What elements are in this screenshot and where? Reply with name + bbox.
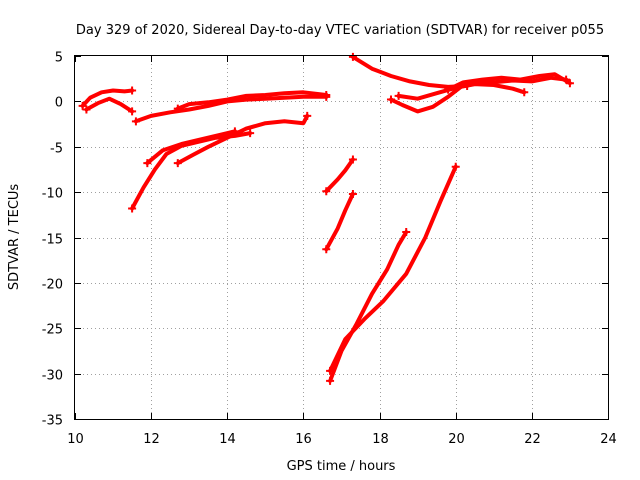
endpoint-marker xyxy=(143,159,152,168)
x-tick-label: 24 xyxy=(600,432,617,447)
endpoint-marker xyxy=(128,107,137,116)
y-tick-label: -10 xyxy=(42,187,63,202)
series-arc-4 xyxy=(175,90,329,111)
x-tick-label: 14 xyxy=(219,432,236,447)
endpoint-marker xyxy=(303,111,312,120)
series-arc-12 xyxy=(350,54,470,89)
x-axis-label: GPS time / hours xyxy=(287,459,396,474)
series-arc-9 xyxy=(324,191,355,252)
series-arc-15 xyxy=(446,72,572,92)
endpoint-marker xyxy=(394,91,403,100)
endpoint-marker xyxy=(131,117,140,126)
plot-frame xyxy=(74,55,609,420)
endpoint-marker xyxy=(246,129,255,138)
y-axis-label: SDTVAR / TECUs xyxy=(7,184,22,291)
series-arc-2 xyxy=(84,96,135,114)
series-arc-7 xyxy=(175,113,310,166)
y-tick-label: -20 xyxy=(42,278,63,293)
endpoint-marker xyxy=(128,204,137,213)
data-series xyxy=(78,52,574,385)
endpoint-marker xyxy=(444,85,453,94)
endpoint-marker xyxy=(348,189,357,198)
endpoint-marker xyxy=(348,155,357,164)
y-tick-label: -30 xyxy=(42,369,63,384)
series-arc-14 xyxy=(396,82,527,101)
endpoint-marker xyxy=(451,162,460,171)
y-tick-label: -35 xyxy=(42,414,63,429)
endpoint-marker xyxy=(386,95,395,104)
endpoint-marker xyxy=(326,376,335,385)
endpoint-marker xyxy=(322,187,331,196)
endpoint-marker xyxy=(326,366,335,375)
x-tick-label: 18 xyxy=(372,432,389,447)
endpoint-marker xyxy=(322,245,331,254)
axis-ticks: 10 12 14 16 18 20 22 24 5 0 -5 -10 -15 -20 -25 -30 -35 xyxy=(42,51,617,448)
endpoint-marker xyxy=(322,91,331,100)
x-tick-label: 10 xyxy=(67,432,84,447)
series-arc-8 xyxy=(324,157,355,194)
y-tick-label: 5 xyxy=(55,51,63,66)
x-tick-label: 12 xyxy=(143,432,160,447)
endpoint-marker xyxy=(565,79,574,88)
endpoint-marker xyxy=(520,88,529,97)
x-tick-label: 16 xyxy=(295,432,312,447)
endpoint-marker xyxy=(82,105,91,114)
y-tick-label: -5 xyxy=(50,142,63,157)
y-tick-label: -15 xyxy=(42,233,63,248)
series-arc-10 xyxy=(328,230,409,383)
endpoint-marker xyxy=(173,159,182,168)
chart-title: Day 329 of 2020, Sidereal Day-to-day VTE… xyxy=(76,23,604,38)
series-arc-1 xyxy=(80,88,135,108)
x-tick-label: 20 xyxy=(448,432,465,447)
endpoint-marker xyxy=(348,52,357,61)
series-arc-6 xyxy=(145,129,237,166)
y-tick-label: 0 xyxy=(55,96,63,111)
endpoint-marker xyxy=(128,86,137,95)
endpoint-marker xyxy=(402,228,411,237)
grid xyxy=(75,56,608,419)
y-tick-label: -25 xyxy=(42,323,63,338)
x-tick-label: 22 xyxy=(524,432,541,447)
endpoint-marker xyxy=(173,104,182,113)
series-arc-11 xyxy=(328,164,458,373)
series-arc-5 xyxy=(130,131,253,211)
